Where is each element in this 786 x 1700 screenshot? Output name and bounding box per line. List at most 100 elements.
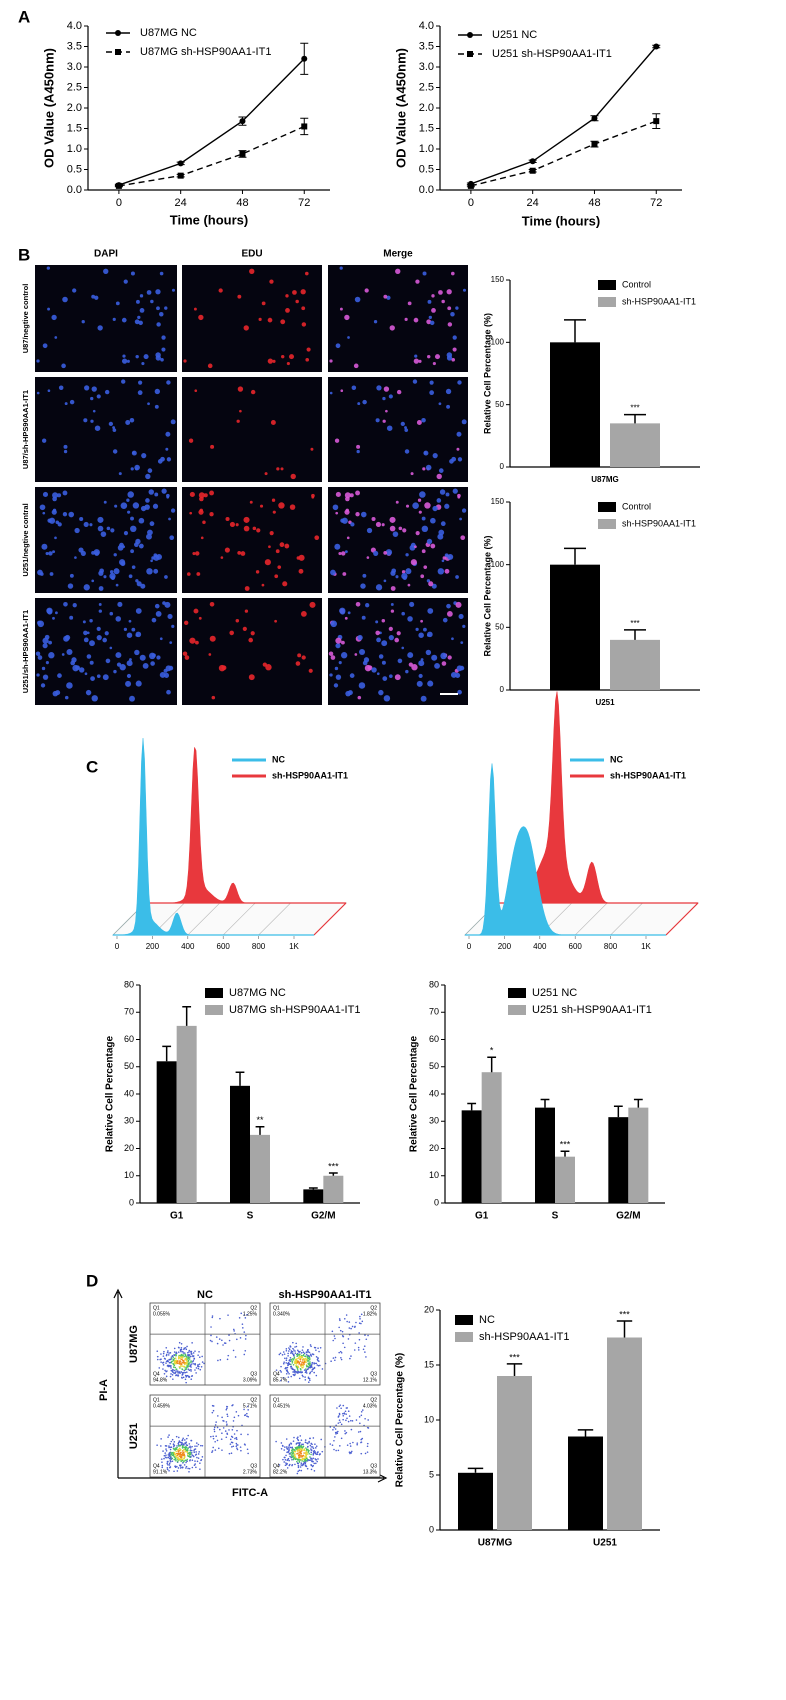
cell-nucleus: [292, 290, 297, 295]
y-tick-label: 50: [124, 1061, 134, 1071]
y-tick-label: 0: [429, 1524, 434, 1534]
event-dot: [310, 1464, 313, 1467]
event-dot: [199, 1462, 201, 1464]
event-dot: [176, 1465, 178, 1468]
event-dot: [359, 1422, 361, 1425]
event-dot: [163, 1350, 165, 1353]
event-dot: [286, 1467, 289, 1469]
event-dot: [299, 1364, 302, 1366]
cell-nucleus: [447, 553, 454, 560]
event-dot: [191, 1375, 193, 1377]
event-dot: [304, 1441, 307, 1444]
event-dot: [170, 1458, 172, 1461]
cell-nucleus: [129, 695, 135, 702]
cell-nucleus: [159, 311, 164, 317]
cell-nucleus: [429, 380, 434, 385]
cell-nucleus: [388, 626, 393, 631]
y-tick-label: 1.0: [67, 143, 82, 155]
event-dot: [187, 1360, 190, 1362]
event-dot: [295, 1345, 298, 1348]
bar: [550, 564, 600, 690]
cell-nucleus: [381, 619, 386, 623]
cell-nucleus: [69, 399, 75, 405]
event-dot: [280, 1365, 282, 1368]
event-dot: [315, 1356, 318, 1358]
cell-nucleus: [386, 425, 393, 431]
y-tick-label: 1.0: [419, 143, 434, 155]
event-dot: [330, 1360, 332, 1362]
event-dot: [331, 1330, 334, 1333]
cell-nucleus: [126, 673, 132, 679]
event-dot: [297, 1470, 299, 1473]
event-dot: [293, 1356, 296, 1359]
cell-nucleus: [267, 358, 273, 364]
legend-label: NC: [479, 1314, 495, 1326]
event-dot: [315, 1349, 317, 1351]
cell-nucleus: [388, 635, 394, 641]
cell-nucleus: [389, 516, 396, 523]
x-tick-label: 200: [146, 942, 160, 951]
event-dot: [189, 1445, 191, 1448]
legend-swatch: [598, 297, 616, 307]
cell-nucleus: [356, 444, 361, 449]
cell-nucleus: [396, 631, 401, 636]
cell-nucleus: [285, 307, 290, 313]
event-dot: [292, 1371, 294, 1373]
cell-nucleus: [154, 388, 161, 395]
cell-nucleus: [269, 279, 274, 284]
cell-nucleus: [203, 493, 208, 498]
gate-percent: 0.451%: [273, 1403, 291, 1409]
cell-nucleus: [345, 496, 350, 502]
cell-nucleus: [329, 673, 333, 677]
cell-nucleus: [395, 268, 401, 274]
cell-nucleus: [432, 453, 438, 459]
event-dot: [211, 1340, 213, 1343]
event-dot: [299, 1466, 302, 1468]
cell-nucleus: [98, 570, 104, 576]
event-dot: [181, 1361, 184, 1364]
event-dot: [172, 1366, 175, 1368]
row-label: U251: [128, 1423, 140, 1449]
event-dot: [198, 1451, 200, 1453]
cell-nucleus: [138, 517, 145, 524]
cell-nucleus: [272, 359, 276, 363]
cell-nucleus: [35, 651, 41, 656]
event-dot: [233, 1328, 235, 1331]
event-dot: [291, 1362, 294, 1364]
y-tick-label: 1.5: [419, 122, 434, 134]
cell-nucleus: [353, 363, 359, 369]
gate-percent: 0.055%: [153, 1311, 171, 1317]
cell-nucleus: [341, 551, 346, 556]
cell-nucleus: [128, 619, 132, 623]
event-dot: [172, 1378, 174, 1380]
event-dot: [197, 1367, 200, 1370]
event-dot: [167, 1360, 169, 1363]
cell-nucleus: [47, 307, 50, 311]
event-dot: [318, 1350, 320, 1353]
event-dot: [187, 1364, 189, 1367]
cell-nucleus: [438, 468, 444, 473]
event-dot: [303, 1449, 305, 1451]
cell-nucleus: [168, 665, 174, 671]
event-dot: [186, 1345, 188, 1348]
legend-swatch: [508, 1005, 526, 1015]
event-dot: [365, 1338, 368, 1341]
cell-nucleus: [152, 503, 159, 509]
event-dot: [340, 1407, 342, 1410]
cell-nucleus: [436, 473, 442, 480]
event-dot: [187, 1434, 189, 1437]
y-tick-label: 50: [495, 400, 504, 409]
cell-nucleus: [90, 419, 94, 423]
x-tick-label: 72: [650, 197, 662, 209]
event-dot: [360, 1438, 363, 1441]
event-dot: [309, 1444, 312, 1447]
cell-nucleus: [112, 449, 118, 454]
event-dot: [280, 1442, 283, 1444]
event-dot: [302, 1375, 304, 1378]
event-dot: [313, 1449, 316, 1452]
event-dot: [278, 1353, 281, 1356]
cell-nucleus: [112, 317, 116, 321]
event-dot: [246, 1448, 249, 1451]
event-dot: [171, 1374, 174, 1376]
event-dot: [176, 1460, 179, 1463]
